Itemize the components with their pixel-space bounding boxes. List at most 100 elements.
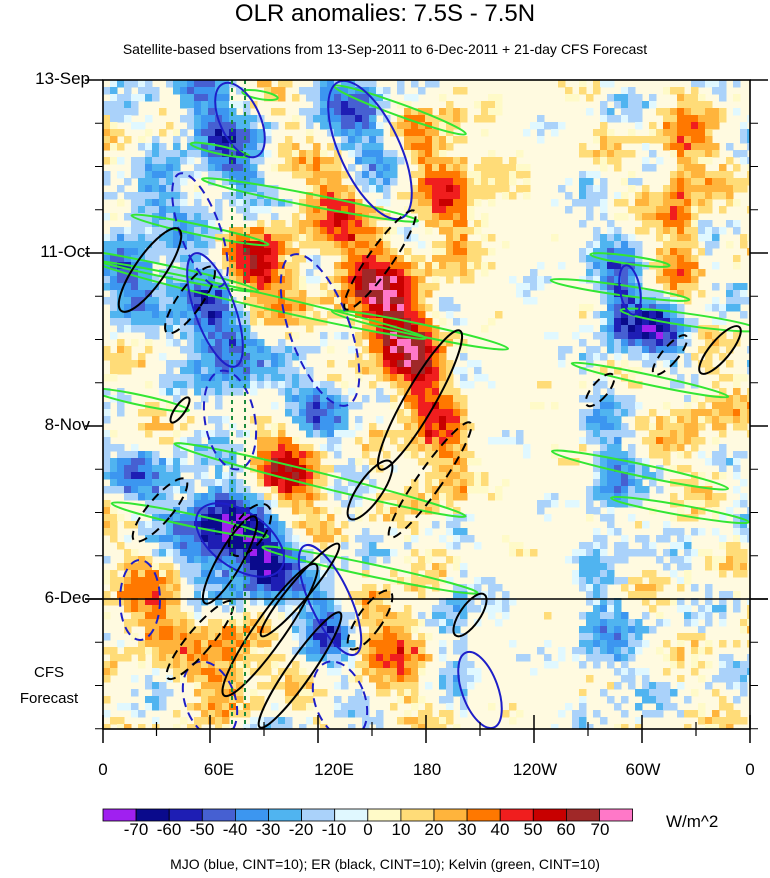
anomaly-cell	[663, 437, 671, 445]
anomaly-cell	[614, 430, 622, 438]
anomaly-cell	[614, 703, 622, 711]
anomaly-cell	[432, 248, 440, 256]
anomaly-cell	[264, 507, 272, 515]
anomaly-cell	[131, 458, 139, 466]
anomaly-cell	[460, 465, 468, 473]
anomaly-cell	[670, 199, 678, 207]
anomaly-cell	[740, 521, 748, 529]
anomaly-cell	[152, 416, 160, 424]
anomaly-cell	[222, 353, 230, 361]
anomaly-cell	[390, 255, 398, 263]
anomaly-cell	[733, 696, 741, 704]
anomaly-cell	[327, 290, 335, 298]
anomaly-cell	[397, 654, 405, 662]
anomaly-cell	[355, 290, 363, 298]
anomaly-cell	[635, 255, 643, 263]
anomaly-cell	[719, 206, 727, 214]
anomaly-cell	[362, 395, 370, 403]
anomaly-cell	[215, 514, 223, 522]
anomaly-cell	[411, 276, 419, 284]
anomaly-cell	[110, 374, 118, 382]
anomaly-cell	[180, 514, 188, 522]
anomaly-cell	[124, 234, 132, 242]
anomaly-cell	[369, 423, 377, 431]
anomaly-cell	[131, 591, 139, 599]
anomaly-cell	[432, 409, 440, 417]
anomaly-cell	[208, 269, 216, 277]
anomaly-cell	[544, 332, 552, 340]
anomaly-cell	[292, 115, 300, 123]
anomaly-cell	[572, 549, 580, 557]
anomaly-cell	[250, 584, 258, 592]
anomaly-cell	[138, 213, 146, 221]
anomaly-cell	[439, 640, 447, 648]
anomaly-cell	[243, 206, 251, 214]
anomaly-cell	[684, 136, 692, 144]
anomaly-cell	[166, 80, 174, 88]
anomaly-cell	[712, 185, 720, 193]
anomaly-cell	[250, 227, 258, 235]
anomaly-cell	[173, 661, 181, 669]
anomaly-cell	[124, 87, 132, 95]
anomaly-cell	[621, 640, 629, 648]
anomaly-cell	[446, 409, 454, 417]
anomaly-cell	[201, 535, 209, 543]
anomaly-cell	[194, 675, 202, 683]
anomaly-cell	[586, 514, 594, 522]
anomaly-cell	[264, 465, 272, 473]
anomaly-cell	[593, 465, 601, 473]
anomaly-cell	[145, 94, 153, 102]
anomaly-cell	[747, 115, 750, 123]
anomaly-cell	[187, 80, 195, 88]
anomaly-cell	[488, 178, 496, 186]
anomaly-cell	[194, 185, 202, 193]
anomaly-cell	[236, 241, 244, 249]
anomaly-cell	[411, 647, 419, 655]
anomaly-cell	[656, 416, 664, 424]
anomaly-cell	[250, 549, 258, 557]
anomaly-cell	[663, 262, 671, 270]
anomaly-cell	[397, 521, 405, 529]
anomaly-cell	[362, 570, 370, 578]
anomaly-cell	[194, 542, 202, 550]
anomaly-cell	[579, 409, 587, 417]
anomaly-cell	[607, 451, 615, 459]
anomaly-cell	[733, 402, 741, 410]
anomaly-cell	[369, 486, 377, 494]
anomaly-cell	[215, 437, 223, 445]
anomaly-cell	[698, 122, 706, 130]
anomaly-cell	[180, 297, 188, 305]
anomaly-cell	[369, 437, 377, 445]
anomaly-cell	[383, 360, 391, 368]
anomaly-cell	[628, 171, 636, 179]
anomaly-cell	[194, 311, 202, 319]
anomaly-cell	[369, 430, 377, 438]
anomaly-cell	[208, 430, 216, 438]
anomaly-cell	[285, 367, 293, 375]
anomaly-cell	[292, 661, 300, 669]
anomaly-cell	[180, 654, 188, 662]
anomaly-cell	[376, 710, 384, 718]
anomaly-cell	[362, 591, 370, 599]
anomaly-cell	[425, 507, 433, 515]
anomaly-cell	[327, 178, 335, 186]
anomaly-cell	[327, 374, 335, 382]
anomaly-cell	[110, 668, 118, 676]
anomaly-cell	[362, 178, 370, 186]
anomaly-cell	[677, 185, 685, 193]
anomaly-cell	[166, 332, 174, 340]
anomaly-cell	[509, 640, 517, 648]
anomaly-cell	[726, 192, 734, 200]
anomaly-cell	[663, 234, 671, 242]
anomaly-cell	[257, 234, 265, 242]
anomaly-cell	[229, 444, 237, 452]
anomaly-cell	[404, 255, 412, 263]
anomaly-cell	[593, 605, 601, 613]
anomaly-cell	[579, 339, 587, 347]
anomaly-cell	[348, 87, 356, 95]
anomaly-cell	[355, 115, 363, 123]
anomaly-cell	[208, 696, 216, 704]
anomaly-cell	[411, 486, 419, 494]
anomaly-cell	[425, 339, 433, 347]
anomaly-cell	[663, 640, 671, 648]
